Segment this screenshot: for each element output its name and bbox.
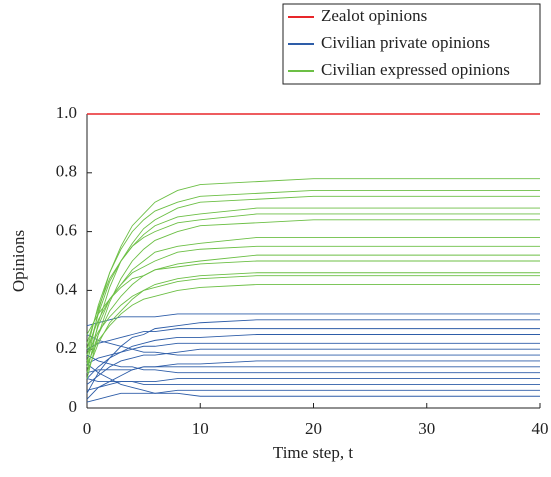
series-line bbox=[86, 275, 540, 356]
series-line bbox=[86, 363, 540, 397]
y-tick-label: 0.6 bbox=[56, 221, 77, 240]
series-line bbox=[86, 348, 540, 385]
y-tick-label: 1.0 bbox=[56, 103, 77, 122]
series-line bbox=[86, 245, 540, 350]
x-tick-label: 10 bbox=[192, 419, 209, 438]
series-line bbox=[86, 354, 540, 374]
y-tick-label: 0.4 bbox=[56, 279, 78, 298]
y-axis-label: Opinions bbox=[9, 230, 28, 292]
series-line bbox=[86, 178, 540, 364]
series-line bbox=[86, 319, 540, 394]
series-line bbox=[86, 284, 540, 365]
series-line bbox=[86, 189, 540, 350]
series-line bbox=[86, 237, 540, 362]
series-line bbox=[86, 366, 540, 374]
series-line bbox=[86, 334, 540, 356]
series-line bbox=[86, 342, 540, 365]
x-tick-label: 0 bbox=[83, 419, 92, 438]
series-line bbox=[86, 334, 540, 379]
y-tick-label: 0.2 bbox=[56, 338, 77, 357]
series-line bbox=[86, 378, 540, 391]
x-tick-label: 40 bbox=[532, 419, 549, 438]
series-line bbox=[86, 328, 540, 350]
x-tick-label: 30 bbox=[418, 419, 435, 438]
series-line bbox=[86, 207, 540, 356]
series-line bbox=[86, 254, 540, 367]
x-axis-label: Time step, t bbox=[273, 443, 353, 462]
legend-box bbox=[282, 3, 541, 85]
legend-label: Civilian expressed opinions bbox=[321, 60, 510, 79]
series-line bbox=[86, 378, 540, 385]
legend-label: Zealot opinions bbox=[321, 6, 427, 25]
y-tick-label: 0.8 bbox=[56, 162, 77, 181]
x-tick-label: 20 bbox=[305, 419, 322, 438]
legend-label: Civilian private opinions bbox=[321, 33, 490, 52]
series-line bbox=[86, 195, 540, 373]
series-line bbox=[86, 272, 540, 373]
y-tick-label: 0 bbox=[69, 397, 78, 416]
series-line bbox=[86, 313, 540, 327]
series-line bbox=[86, 260, 540, 335]
series-line bbox=[86, 219, 540, 379]
series-line bbox=[86, 389, 540, 403]
series-line bbox=[86, 213, 540, 344]
